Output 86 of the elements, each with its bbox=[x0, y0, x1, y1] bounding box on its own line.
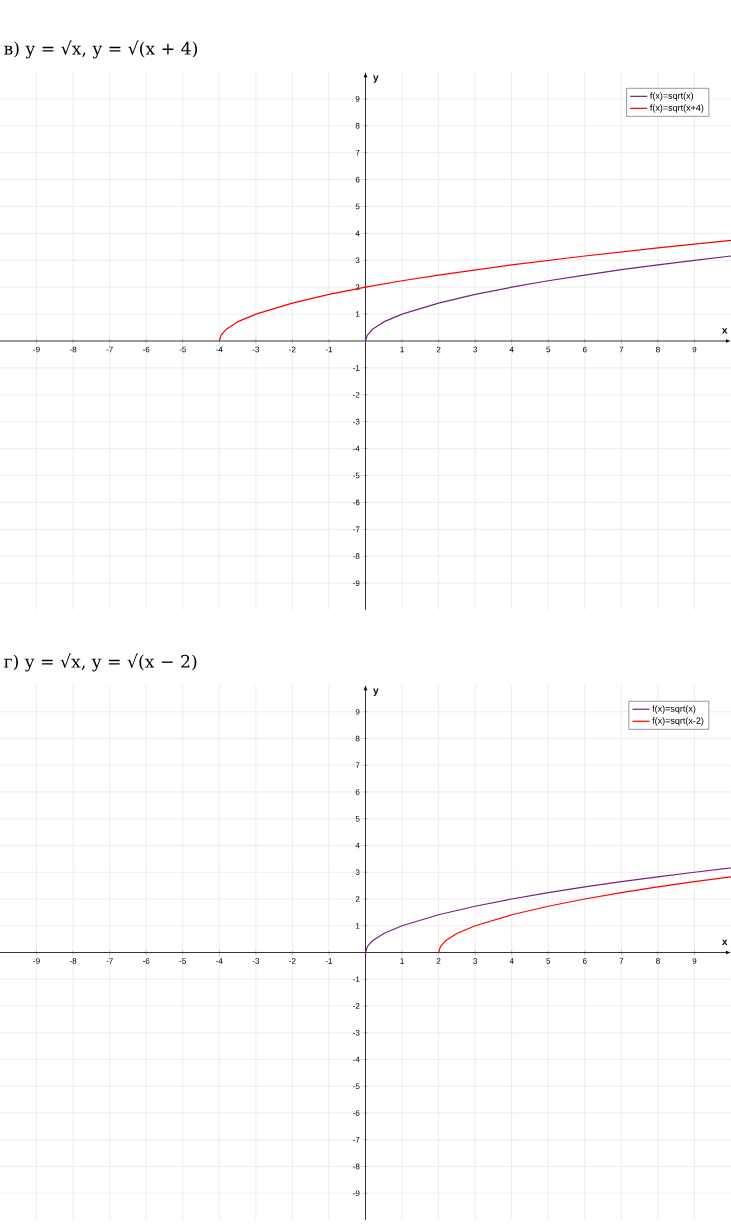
y-axis-title: y bbox=[373, 75, 379, 83]
y-tick-label: -3 bbox=[353, 1029, 360, 1036]
x-tick-label: -9 bbox=[33, 346, 40, 353]
x-tick-label: 8 bbox=[656, 346, 660, 353]
y-tick-label: -5 bbox=[353, 1083, 360, 1090]
x-tick-label: -8 bbox=[69, 958, 77, 964]
x-tick-label: -5 bbox=[179, 346, 186, 353]
y-tick-label: -1 bbox=[353, 365, 360, 371]
x-tick-label: 2 bbox=[436, 958, 441, 964]
x-tick-label: 2 bbox=[436, 346, 441, 353]
x-tick-label: -6 bbox=[143, 958, 150, 964]
y-tick-label: -7 bbox=[353, 1137, 360, 1143]
y-axis-title: y bbox=[373, 688, 379, 696]
y-tick-label: 7 bbox=[355, 762, 360, 768]
line-series bbox=[218, 239, 731, 342]
x-tick-label: -2 bbox=[289, 346, 296, 353]
y-tick-label: 2 bbox=[355, 896, 360, 902]
y-tick-label: -8 bbox=[353, 553, 360, 560]
line-series bbox=[438, 876, 731, 954]
y-tick-label: 9 bbox=[355, 708, 360, 715]
x-tick-label: -5 bbox=[179, 958, 186, 964]
y-tick-label: 1 bbox=[356, 311, 360, 317]
y-tick-label: 7 bbox=[355, 149, 360, 156]
y-tick-label: 8 bbox=[355, 122, 360, 129]
y-tick-label: 5 bbox=[355, 815, 360, 822]
x-tick-label: -6 bbox=[143, 346, 150, 353]
x-tick-label: -8 bbox=[69, 346, 77, 353]
y-tick-label: 1 bbox=[356, 922, 360, 929]
x-tick-label: -3 bbox=[252, 958, 260, 964]
x-axis-title: x bbox=[721, 939, 728, 945]
x-tick-label: 8 bbox=[656, 958, 660, 964]
x-tick-label: 1 bbox=[400, 346, 404, 353]
line-series bbox=[364, 255, 731, 342]
y-tick-label: 8 bbox=[355, 735, 360, 742]
chart-title: г) y = √x, y = √(x − 2) bbox=[4, 653, 197, 672]
y-tick-label: -6 bbox=[353, 1110, 360, 1116]
line-series bbox=[364, 867, 731, 954]
y-tick-label: 4 bbox=[355, 230, 360, 237]
y-tick-label: 5 bbox=[355, 203, 360, 210]
y-tick-label: -8 bbox=[353, 1163, 360, 1170]
x-tick-label: -1 bbox=[325, 346, 333, 353]
x-tick-label: 3 bbox=[473, 958, 478, 964]
y-tick-label: 3 bbox=[355, 257, 360, 264]
y-tick-label: -4 bbox=[353, 1056, 360, 1063]
x-tick-label: 4 bbox=[509, 346, 514, 353]
y-tick-label: -9 bbox=[353, 1190, 360, 1197]
x-tick-label: 9 bbox=[692, 958, 697, 964]
y-tick-label: -3 bbox=[353, 418, 360, 425]
x-tick-label: 9 bbox=[692, 346, 697, 353]
chart-title: в) y = √x, y = √(x + 4) bbox=[4, 40, 198, 59]
x-tick-label: -1 bbox=[325, 958, 333, 964]
x-tick-label: -4 bbox=[216, 346, 223, 353]
x-tick-label: 7 bbox=[619, 958, 624, 964]
y-tick-label: -9 bbox=[353, 580, 360, 586]
y-tick-label: 2 bbox=[355, 284, 360, 290]
legend-label: f(x)=sqrt(x-2) bbox=[652, 717, 704, 726]
y-tick-label: -2 bbox=[353, 392, 360, 398]
x-tick-label: 4 bbox=[509, 958, 514, 964]
x-tick-label: -3 bbox=[252, 346, 260, 353]
x-tick-label: 5 bbox=[546, 958, 551, 964]
y-tick-label: 6 bbox=[355, 789, 360, 795]
y-tick-label: -6 bbox=[353, 499, 360, 506]
y-tick-label: -7 bbox=[353, 526, 360, 533]
x-tick-label: -9 bbox=[33, 958, 40, 964]
legend-label: f(x)=sqrt(x) bbox=[652, 705, 696, 714]
y-tick-label: -2 bbox=[353, 1003, 360, 1009]
x-tick-label: 5 bbox=[546, 346, 551, 353]
x-axis-title: x bbox=[721, 328, 728, 334]
x-tick-label: -7 bbox=[106, 346, 113, 353]
x-tick-label: -2 bbox=[289, 958, 296, 964]
x-tick-label: -7 bbox=[106, 958, 113, 964]
y-tick-label: -1 bbox=[353, 976, 360, 982]
x-tick-label: 1 bbox=[400, 958, 404, 964]
y-tick-label: 3 bbox=[355, 869, 360, 876]
y-tick-label: 9 bbox=[355, 96, 360, 102]
y-tick-label: 4 bbox=[355, 842, 360, 849]
x-tick-label: 6 bbox=[582, 346, 587, 353]
y-tick-label: -5 bbox=[353, 472, 360, 479]
x-tick-label: -4 bbox=[216, 958, 223, 964]
y-tick-label: 6 bbox=[355, 176, 360, 183]
x-tick-label: 7 bbox=[619, 346, 624, 353]
legend-label: f(x)=sqrt(x+4) bbox=[649, 104, 704, 113]
y-tick-label: -4 bbox=[353, 445, 360, 452]
legend-label: f(x)=sqrt(x) bbox=[649, 92, 694, 101]
x-tick-label: 6 bbox=[582, 958, 587, 964]
x-tick-label: 3 bbox=[473, 346, 478, 353]
